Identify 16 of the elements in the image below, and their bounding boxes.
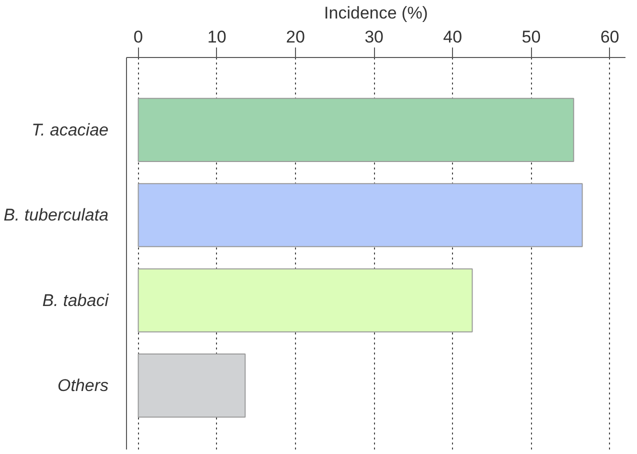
x-tick-label: 30: [364, 28, 384, 46]
x-tick-label: 0: [134, 28, 144, 46]
y-tick-label: T. acaciae: [32, 120, 109, 140]
y-tick-label: B. tuberculata: [4, 206, 109, 225]
y-tick-label: B. tabaci: [42, 290, 110, 310]
x-tick-label: 10: [207, 28, 226, 46]
bar: [138, 98, 574, 162]
x-tick-label: 50: [522, 28, 541, 46]
bar: [138, 183, 583, 248]
y-tick-label: Others: [57, 376, 109, 396]
bar: [138, 354, 246, 418]
x-tick-label: 60: [600, 28, 620, 46]
bar: [138, 268, 473, 332]
x-tick-label: 40: [443, 28, 462, 46]
x-axis-title: Incidence (%): [324, 4, 428, 22]
x-tick-label: 20: [286, 28, 305, 46]
